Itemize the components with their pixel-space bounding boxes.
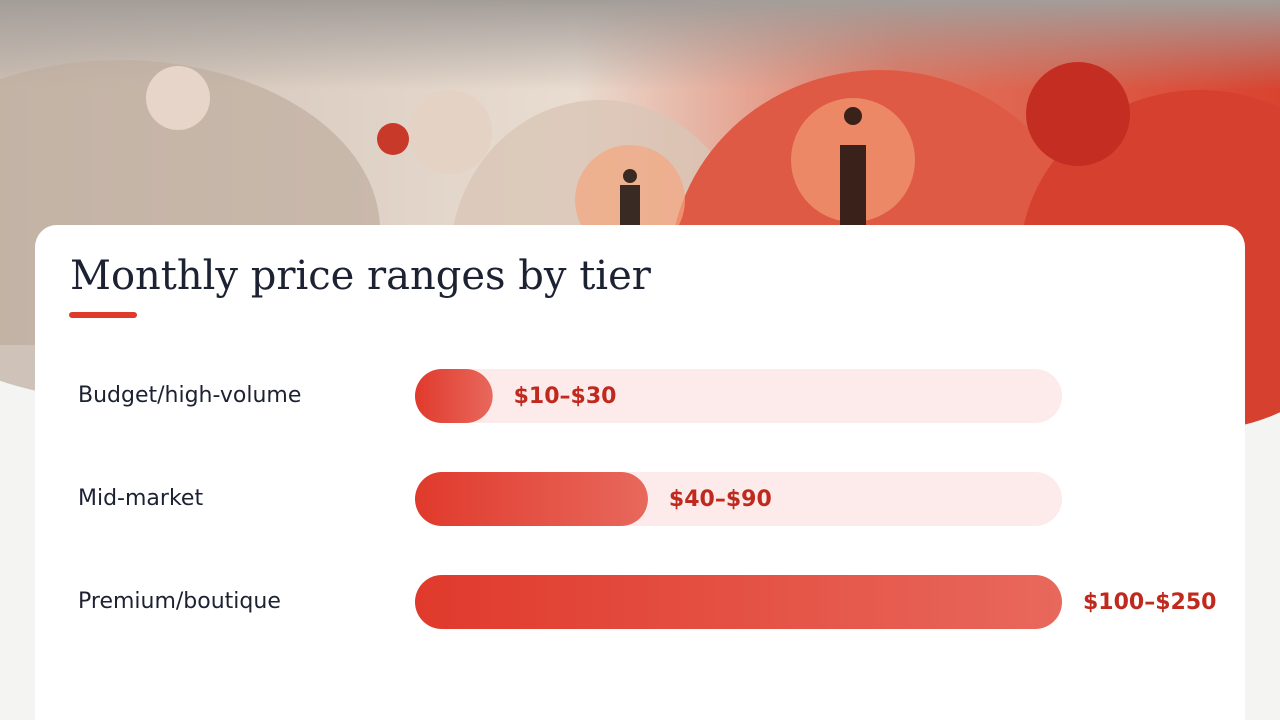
category-label: Mid-market [78,486,203,511]
bar [415,369,493,423]
title-underline [69,312,137,318]
bar [415,472,648,526]
bar-track [415,369,1062,423]
category-label: Premium/boutique [78,589,281,614]
chart-title: Monthly price ranges by tier [70,253,652,299]
bar [415,575,1062,629]
category-label: Budget/high-volume [78,383,301,408]
value-label: $10–$30 [514,384,617,409]
value-label: $100–$250 [1083,590,1216,615]
value-label: $40–$90 [669,487,772,512]
